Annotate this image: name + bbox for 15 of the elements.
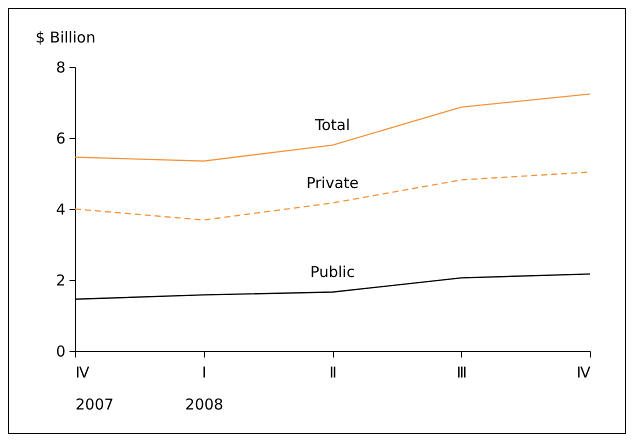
line-series: [74, 93, 591, 162]
y-axis-title: $ Billion: [36, 28, 96, 46]
y-tick-label: 8: [56, 58, 66, 76]
series-label: Public: [310, 263, 355, 282]
series-label: Private: [306, 174, 359, 192]
series-label: Total: [314, 116, 350, 134]
x-tick-label: Ⅲ: [456, 364, 467, 382]
y-tick-label: 6: [56, 130, 66, 148]
y-tick-label: 4: [56, 200, 66, 218]
x-tick-label: Ⅱ: [329, 364, 337, 382]
x-tick-label: Ⅳ 2007: [76, 364, 114, 414]
y-tick-label: 0: [56, 342, 66, 360]
y-tick-label: 2: [56, 272, 66, 290]
x-tick-label: Ⅰ 2008: [185, 364, 224, 414]
x-tick-label: Ⅳ: [576, 364, 591, 382]
